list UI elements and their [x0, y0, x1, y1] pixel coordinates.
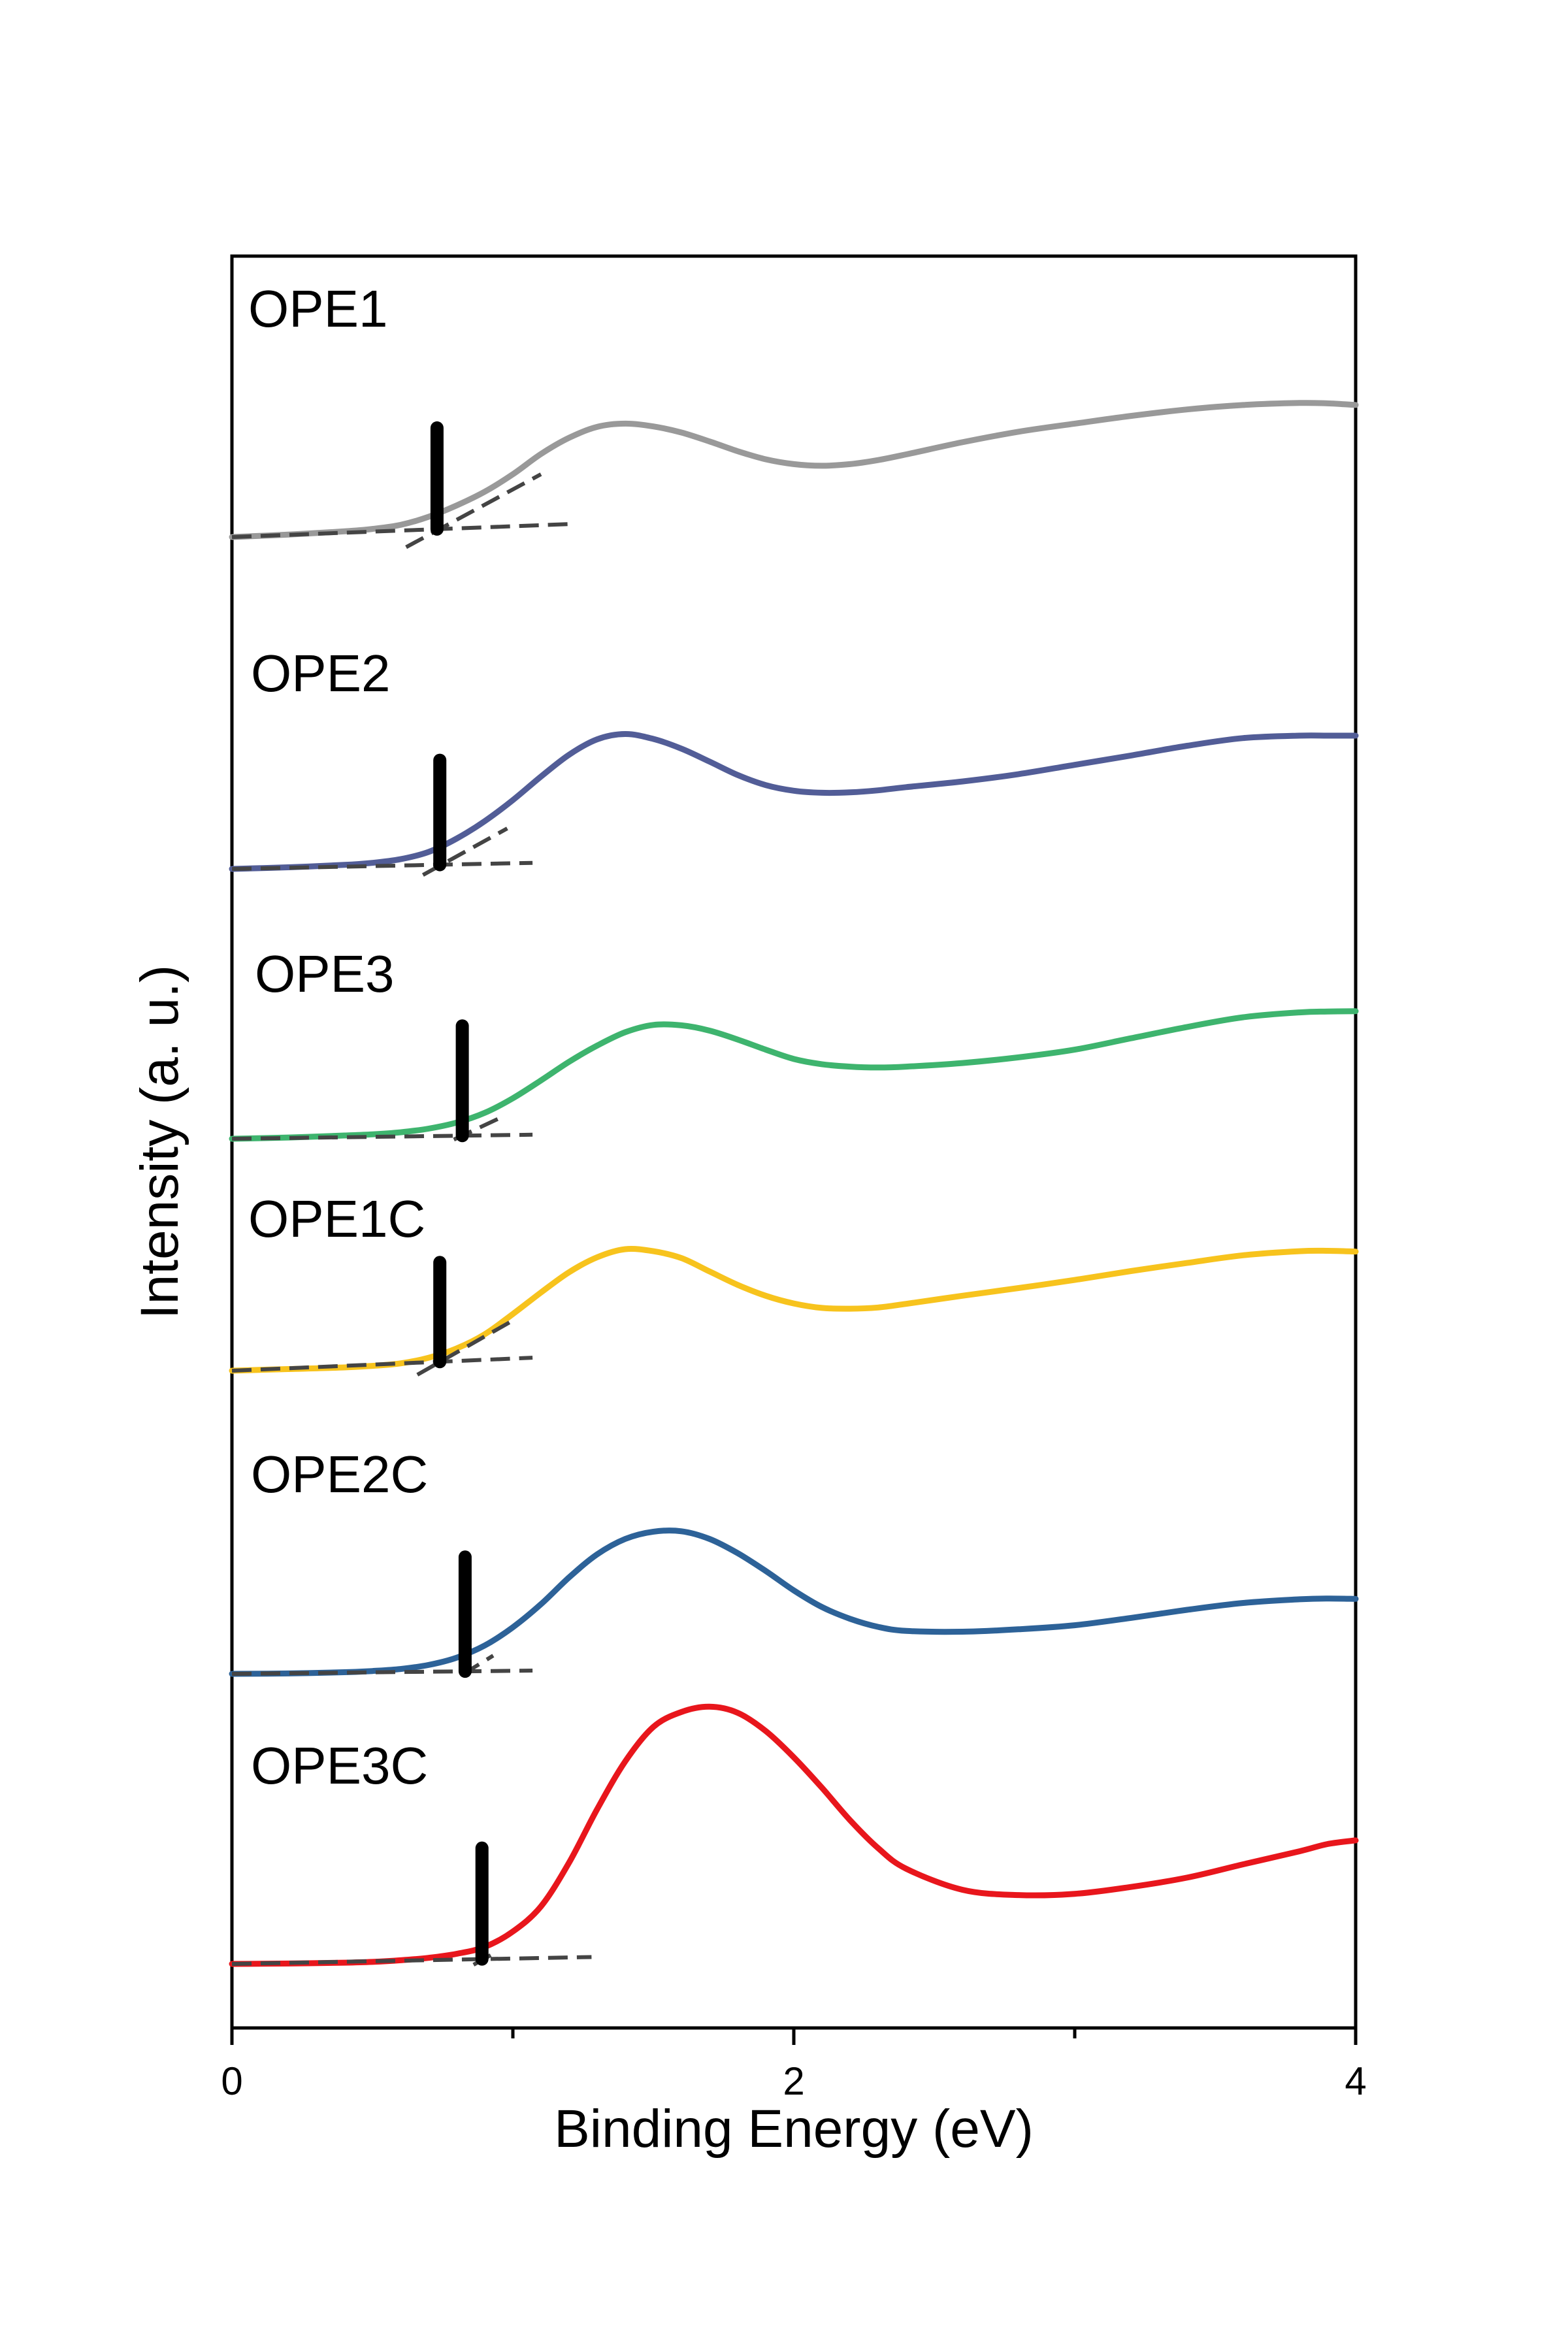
baseline-fit-ope2 — [231, 860, 533, 871]
x-axis-tick-labels: 0 2 4 — [221, 2059, 1366, 2103]
series-label-ope2: OPE2 — [251, 644, 390, 702]
x-tick-label-0: 0 — [221, 2059, 242, 2103]
series-line-ope2c — [229, 1527, 1359, 1677]
onset-annotations — [231, 421, 592, 1967]
series-label-ope3c: OPE3C — [251, 1737, 428, 1795]
series-line-ope3 — [229, 1008, 1359, 1142]
y-axis-label: Intensity (a. u.) — [130, 965, 189, 1319]
series-line-ope2 — [229, 730, 1359, 872]
series-label-ope1: OPE1 — [248, 280, 387, 338]
series-line-ope1c — [229, 1246, 1359, 1374]
x-tick-label-2: 2 — [783, 2059, 804, 2103]
series-label-ope2c: OPE2C — [251, 1445, 428, 1503]
baseline-fit-ope1c — [231, 1356, 533, 1373]
series-layer — [229, 400, 1359, 1967]
tangent-fit-ope1c — [416, 1320, 512, 1377]
baseline-fit-ope2c — [231, 1669, 533, 1676]
tangent-fit-ope1 — [405, 472, 542, 549]
series-label-ope1c: OPE1C — [248, 1190, 425, 1248]
x-axis-ticks — [230, 2028, 1358, 2045]
series-labels: OPE1 OPE2 OPE3 OPE1C OPE2C OPE3C — [248, 280, 428, 1795]
x-axis-label: Binding Energy (eV) — [554, 2099, 1034, 2159]
baseline-fit-ope3c — [231, 1955, 592, 1966]
x-tick-label-4: 4 — [1345, 2059, 1366, 2103]
series-label-ope3: OPE3 — [255, 945, 394, 1003]
series-line-ope1 — [229, 400, 1359, 540]
series-line-ope3c — [229, 1703, 1359, 1967]
baseline-fit-ope3 — [231, 1132, 533, 1141]
